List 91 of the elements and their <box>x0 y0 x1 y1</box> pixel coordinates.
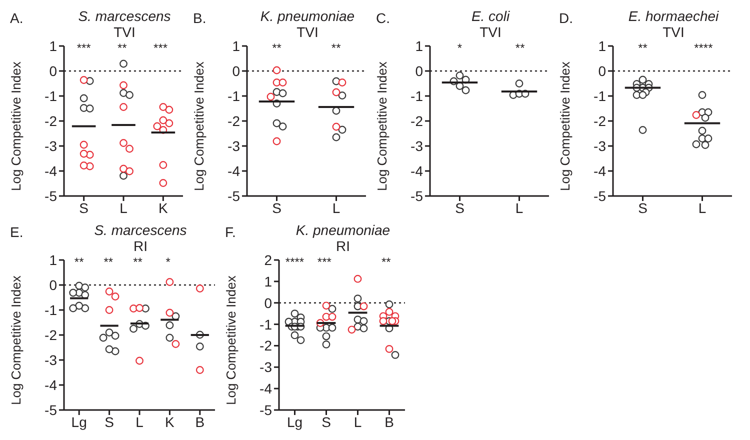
y-tick-label: -4 <box>228 162 240 179</box>
y-tick-label: 0 <box>49 62 58 79</box>
text: D. <box>559 10 573 26</box>
x-tick-label: L <box>136 414 144 430</box>
chart-subtitle: TVI <box>296 24 320 40</box>
y-tick-label: -1 <box>44 88 58 104</box>
x-tick-label: K <box>165 414 176 430</box>
y-tick-label: -1 <box>44 302 58 318</box>
y-tick-label: -2 <box>594 112 606 129</box>
x-tick-label: B <box>195 414 205 430</box>
y-axis-title: Log Competitive Index <box>8 61 24 191</box>
x-tick-label: S <box>455 200 464 216</box>
y-tick-label: -5 <box>44 402 58 418</box>
y-axis-title: Log Competitive Index <box>558 61 573 191</box>
y-tick-label: -2 <box>410 112 424 129</box>
y-tick-label: -1 <box>594 88 606 104</box>
text: B. <box>193 10 206 26</box>
x-tick-label: L <box>698 200 706 216</box>
y-tick-label: -4 <box>410 162 424 179</box>
y-tick-label: -1 <box>260 316 272 332</box>
y-tick-label: -4 <box>44 162 58 179</box>
y-tick-label: -4 <box>260 380 272 397</box>
x-tick-label: L <box>120 200 128 216</box>
y-tick-label: -3 <box>594 138 606 154</box>
annotation: ** ** <box>272 41 341 55</box>
y-tick-label: -3 <box>410 138 424 154</box>
y-tick-label: -3 <box>260 359 272 376</box>
chart-title: E. coli <box>470 8 511 24</box>
chart-subtitle: RI <box>132 238 148 254</box>
x-tick-label: L <box>332 200 340 216</box>
y-tick-label: -2 <box>260 338 272 354</box>
y-axis-title: Log Competitive Index <box>374 61 390 191</box>
x-tick-label: S <box>322 414 331 430</box>
y-tick-label: 1 <box>232 38 240 54</box>
text: E. <box>10 224 24 240</box>
y-tick-label: -5 <box>594 188 606 204</box>
chart-title: S. marcescens <box>77 8 172 24</box>
y-axis-title: Log Competitive Index <box>192 61 207 191</box>
y-tick-label: -5 <box>44 188 58 204</box>
x-tick-label: Lg <box>286 414 303 430</box>
annotation: *** ** *** <box>76 41 168 55</box>
y-tick-label: 1 <box>598 38 606 54</box>
y-axis-title: Log Competitive Index <box>224 275 239 405</box>
y-tick-label: 0 <box>264 294 272 311</box>
y-tick-label: -2 <box>44 112 58 129</box>
y-tick-label: -4 <box>594 162 606 179</box>
x-tick-label: L <box>515 200 524 216</box>
chart-subtitle: TVI <box>662 24 686 40</box>
y-tick-label: -3 <box>228 138 240 154</box>
y-tick-label: -1 <box>410 88 424 104</box>
chart-subtitle: RI <box>335 238 351 254</box>
y-tick-label: 2 <box>264 252 272 268</box>
y-axis-title: Log Competitive Index <box>8 275 24 405</box>
text: F. <box>225 224 236 240</box>
text: C. <box>376 10 390 26</box>
y-tick-label: -2 <box>44 326 58 343</box>
x-tick-label: S <box>104 414 114 430</box>
y-tick-label: -3 <box>44 138 58 154</box>
y-tick-label: 0 <box>598 62 606 79</box>
chart-subtitle: TVI <box>112 24 136 40</box>
chart-subtitle: TVI <box>478 24 502 40</box>
annotation: * ** <box>457 41 525 55</box>
y-tick-label: 1 <box>415 38 424 54</box>
x-tick-label: Lg <box>71 414 87 430</box>
chart-title: E. hormaechei <box>627 8 720 24</box>
chart-title: K. pneumoniae <box>259 8 356 24</box>
y-tick-label: 0 <box>232 62 240 79</box>
y-tick-label: -1 <box>228 88 240 104</box>
annotation: **** *** ** <box>285 255 391 269</box>
x-tick-label: B <box>384 414 394 430</box>
y-tick-label: -2 <box>228 112 240 129</box>
y-tick-label: -4 <box>44 376 58 393</box>
x-tick-label: S <box>79 200 89 216</box>
y-tick-label: -5 <box>410 188 424 204</box>
x-tick-label: S <box>272 200 282 216</box>
y-tick-label: 1 <box>49 252 58 268</box>
y-tick-label: -5 <box>228 188 240 204</box>
chart-title: K. pneumoniae <box>294 222 392 238</box>
y-tick-label: 0 <box>415 62 424 79</box>
y-tick-label: 1 <box>264 273 272 290</box>
annotation: ** **** <box>638 41 713 55</box>
y-tick-label: 0 <box>49 276 58 293</box>
x-tick-label: K <box>158 200 168 216</box>
y-tick-label: -3 <box>44 352 58 368</box>
y-tick-label: -5 <box>260 402 272 418</box>
chart-title: S. marcescens <box>93 222 188 238</box>
y-tick-label: 1 <box>49 38 58 54</box>
x-tick-label: L <box>354 414 362 430</box>
text: A. <box>10 10 24 26</box>
annotation: ** ** ** * <box>74 255 170 269</box>
x-tick-label: S <box>638 200 648 216</box>
